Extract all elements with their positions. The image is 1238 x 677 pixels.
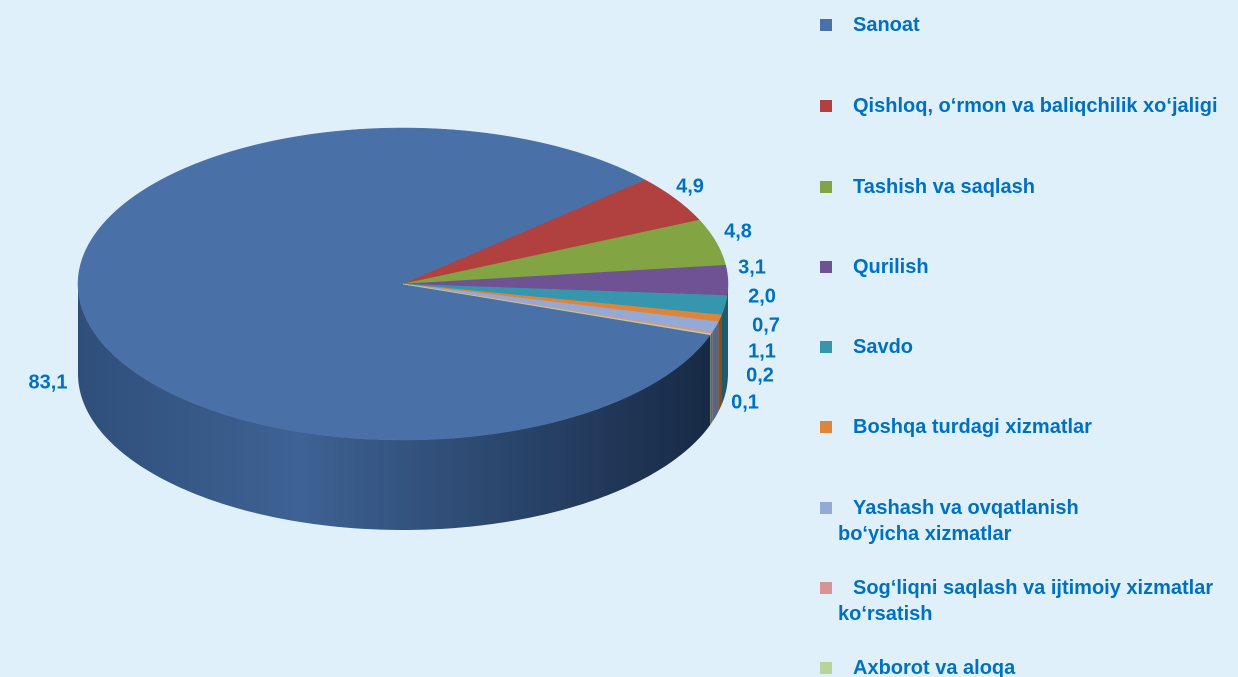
data-label: 1,1	[748, 340, 776, 362]
legend-label: Axborot va aloqa	[853, 657, 1016, 677]
data-label: 83,1	[29, 371, 68, 393]
legend-swatch	[820, 19, 832, 31]
legend-swatch	[820, 502, 832, 514]
data-label: 4,9	[676, 175, 704, 197]
legend-label: Boshqa turdagi xizmatlar	[853, 416, 1092, 438]
legend-swatch	[820, 181, 832, 193]
legend-swatch	[820, 662, 832, 674]
data-label: 0,1	[731, 391, 759, 413]
data-label: 2,0	[748, 285, 776, 307]
data-label: 4,8	[724, 220, 752, 242]
legend-swatch	[820, 421, 832, 433]
legend-label: Savdo	[853, 336, 914, 358]
slice-side	[710, 332, 713, 424]
legend-swatch	[820, 261, 832, 273]
legend-swatch	[820, 582, 832, 594]
slice-side	[78, 284, 711, 530]
legend-label: Sanoat	[853, 14, 920, 36]
slice	[402, 219, 726, 285]
data-label: 0,2	[746, 364, 774, 386]
slice-side	[710, 333, 711, 425]
slice-side	[718, 314, 722, 412]
legend-swatch	[820, 100, 832, 112]
slice	[402, 179, 700, 285]
legend-label: Qurilish	[853, 256, 929, 278]
slice-side	[721, 295, 728, 405]
legend-label: Qishloq, o‘rmon va baliqchilik xo‘jaligi	[853, 95, 1218, 117]
legend-label: Sog‘liqni saqlash va ijtimoiy xizmatlar …	[838, 577, 1214, 625]
legend-swatch	[820, 341, 832, 353]
legend-label: Yashash va ovqatlanish bo‘yicha xizmatla…	[838, 497, 1079, 545]
slice	[402, 264, 729, 296]
slice	[402, 283, 712, 336]
data-label: 3,1	[738, 256, 766, 278]
slice-side	[727, 284, 728, 386]
slice-side	[712, 321, 719, 422]
pie-area: 83,1 4,9 4,8 3,1 2,0 0,7 1,10,2 0,1	[29, 127, 780, 530]
slice	[77, 127, 711, 441]
data-label: 0,7	[752, 314, 780, 336]
legend-label: Tashish va saqlash	[853, 176, 1035, 198]
